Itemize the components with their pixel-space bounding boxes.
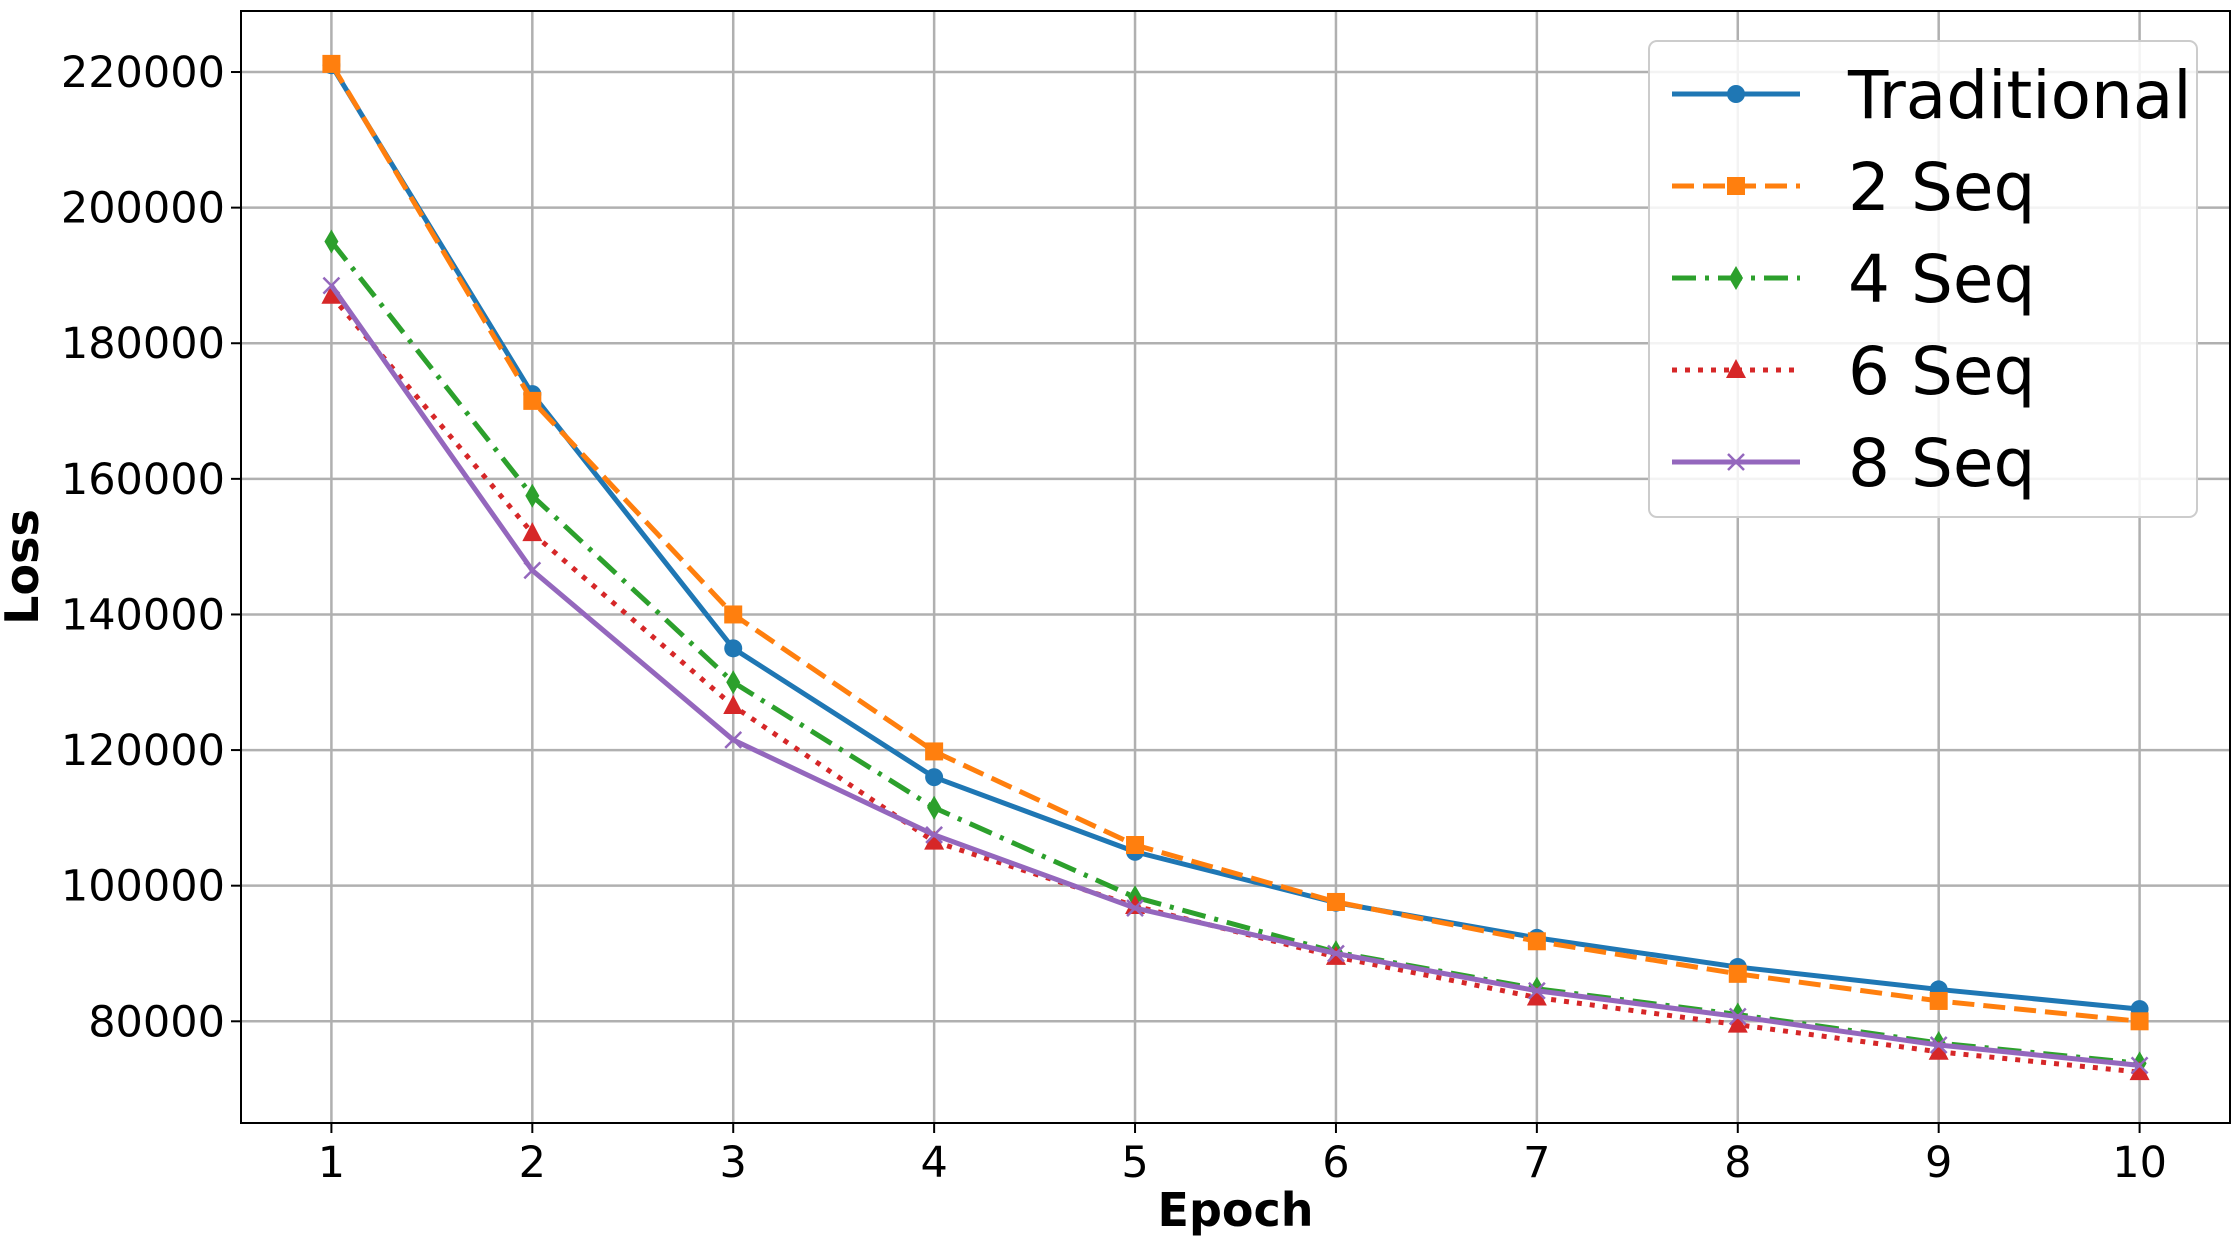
y-tick-label: 100000 [61, 862, 225, 912]
series-line [329, 63, 2140, 1012]
x-tick-label: 7 [1523, 1138, 1550, 1188]
marker-circle [1727, 85, 1745, 103]
y-tick-label: 120000 [61, 726, 225, 776]
series-lines [321, 54, 2150, 1081]
marker-square [724, 605, 743, 624]
series-line [329, 62, 2140, 1024]
series-line [329, 284, 2140, 1068]
y-tick-label: 80000 [88, 997, 225, 1047]
marker-square [1929, 991, 1948, 1010]
marker-x [1727, 453, 1745, 471]
marker-square [322, 54, 341, 73]
marker-x [1327, 944, 1345, 963]
legend-label: Traditional [1847, 57, 2192, 134]
x-tick-label: 8 [1724, 1138, 1751, 1188]
legend-item: 8 Seq [1672, 425, 2035, 502]
marker-triangle [924, 830, 945, 850]
legend: Traditional 2 Seq 4 Seq 6 Seq 8 Seq [1648, 40, 2198, 518]
y-tick-label: 140000 [61, 590, 225, 640]
marker-square [1527, 932, 1546, 951]
x-tick-label: 10 [2112, 1138, 2167, 1188]
y-tick-label: 160000 [61, 455, 225, 505]
x-axis-title: Epoch [1158, 1183, 1314, 1237]
legend-box [1648, 40, 2198, 518]
x-tick-label: 6 [1322, 1138, 1349, 1188]
x-tick-label: 2 [519, 1138, 546, 1188]
y-axis-title: Loss [0, 509, 49, 625]
marker-triangle [1727, 1013, 1748, 1033]
legend-item: Traditional [1672, 57, 2192, 134]
x-tick-label: 9 [1925, 1138, 1952, 1188]
marker-x [2130, 1056, 2149, 1075]
marker-triangle [2129, 1061, 2150, 1081]
marker-x [523, 561, 542, 580]
legend-label: 4 Seq [1848, 241, 2035, 318]
legend-item: 4 Seq [1672, 241, 2035, 318]
marker-diamond [525, 483, 540, 508]
marker-triangle [1526, 986, 1547, 1006]
marker-x [724, 731, 743, 749]
marker-x [322, 276, 341, 295]
marker-square [1727, 177, 1745, 195]
marker-circle [724, 639, 743, 658]
marker-diamond [1729, 266, 1743, 290]
marker-triangle [723, 695, 744, 714]
marker-square [2130, 1012, 2149, 1031]
x-tick-label: 1 [318, 1138, 345, 1188]
marker-diamond [726, 670, 741, 695]
axis-ticks: 1 2 3 4 5 6 7 8 9 10 80000 100000 120000 140000 160000… [61, 48, 2167, 1188]
legend-item: 2 Seq [1672, 149, 2035, 226]
marker-triangle [1726, 359, 1746, 378]
legend-label: 6 Seq [1848, 333, 2035, 410]
marker-circle [925, 768, 944, 787]
legend-label: 8 Seq [1848, 425, 2035, 502]
x-tick-label: 5 [1121, 1138, 1148, 1188]
marker-square [925, 742, 944, 761]
marker-square [1326, 892, 1345, 911]
y-tick-label: 200000 [61, 184, 225, 234]
marker-square [1126, 836, 1145, 854]
plot-frame [240, 10, 2231, 1124]
marker-diamond [927, 795, 942, 820]
y-tick-label: 220000 [61, 48, 225, 98]
x-tick-label: 3 [720, 1138, 747, 1188]
marker-square [523, 391, 542, 410]
grid [241, 11, 2230, 1123]
legend-label: 2 Seq [1848, 149, 2035, 226]
marker-square [1728, 964, 1747, 983]
marker-x [1929, 1036, 1948, 1054]
marker-x [1728, 1007, 1747, 1026]
marker-diamond [324, 229, 339, 254]
marker-triangle [321, 284, 342, 304]
marker-x [925, 825, 944, 844]
marker-x [1126, 899, 1144, 917]
marker-triangle [522, 522, 543, 542]
legend-item: 6 Seq [1672, 333, 2035, 410]
marker-x [1527, 981, 1546, 1000]
y-tick-label: 180000 [61, 319, 225, 369]
series-8-seq [322, 276, 2149, 1075]
series-2-seq [322, 54, 2149, 1031]
marker-triangle [1928, 1040, 1949, 1060]
x-tick-label: 4 [920, 1138, 947, 1188]
